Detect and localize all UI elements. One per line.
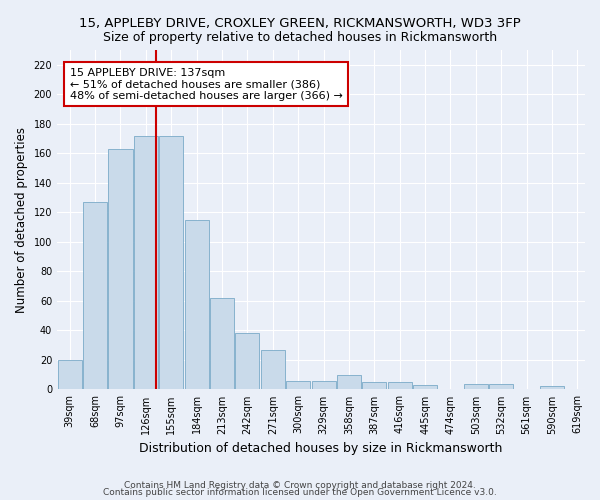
Bar: [337, 374, 361, 390]
Text: Contains public sector information licensed under the Open Government Licence v3: Contains public sector information licen…: [103, 488, 497, 497]
Bar: [489, 384, 513, 390]
Bar: [235, 334, 259, 390]
Bar: [210, 298, 234, 390]
Bar: [286, 380, 310, 390]
Y-axis label: Number of detached properties: Number of detached properties: [15, 126, 28, 312]
Bar: [185, 220, 209, 390]
Text: 15 APPLEBY DRIVE: 137sqm
← 51% of detached houses are smaller (386)
48% of semi-: 15 APPLEBY DRIVE: 137sqm ← 51% of detach…: [70, 68, 343, 101]
Text: Contains HM Land Registry data © Crown copyright and database right 2024.: Contains HM Land Registry data © Crown c…: [124, 480, 476, 490]
Text: Size of property relative to detached houses in Rickmansworth: Size of property relative to detached ho…: [103, 31, 497, 44]
Bar: [134, 136, 158, 390]
Bar: [159, 136, 184, 390]
Bar: [83, 202, 107, 390]
Bar: [362, 382, 386, 390]
Bar: [540, 386, 564, 390]
Bar: [311, 380, 335, 390]
Bar: [109, 149, 133, 390]
Text: 15, APPLEBY DRIVE, CROXLEY GREEN, RICKMANSWORTH, WD3 3FP: 15, APPLEBY DRIVE, CROXLEY GREEN, RICKMA…: [79, 18, 521, 30]
X-axis label: Distribution of detached houses by size in Rickmansworth: Distribution of detached houses by size …: [139, 442, 503, 455]
Bar: [58, 360, 82, 390]
Bar: [413, 385, 437, 390]
Bar: [464, 384, 488, 390]
Bar: [388, 382, 412, 390]
Bar: [261, 350, 285, 390]
